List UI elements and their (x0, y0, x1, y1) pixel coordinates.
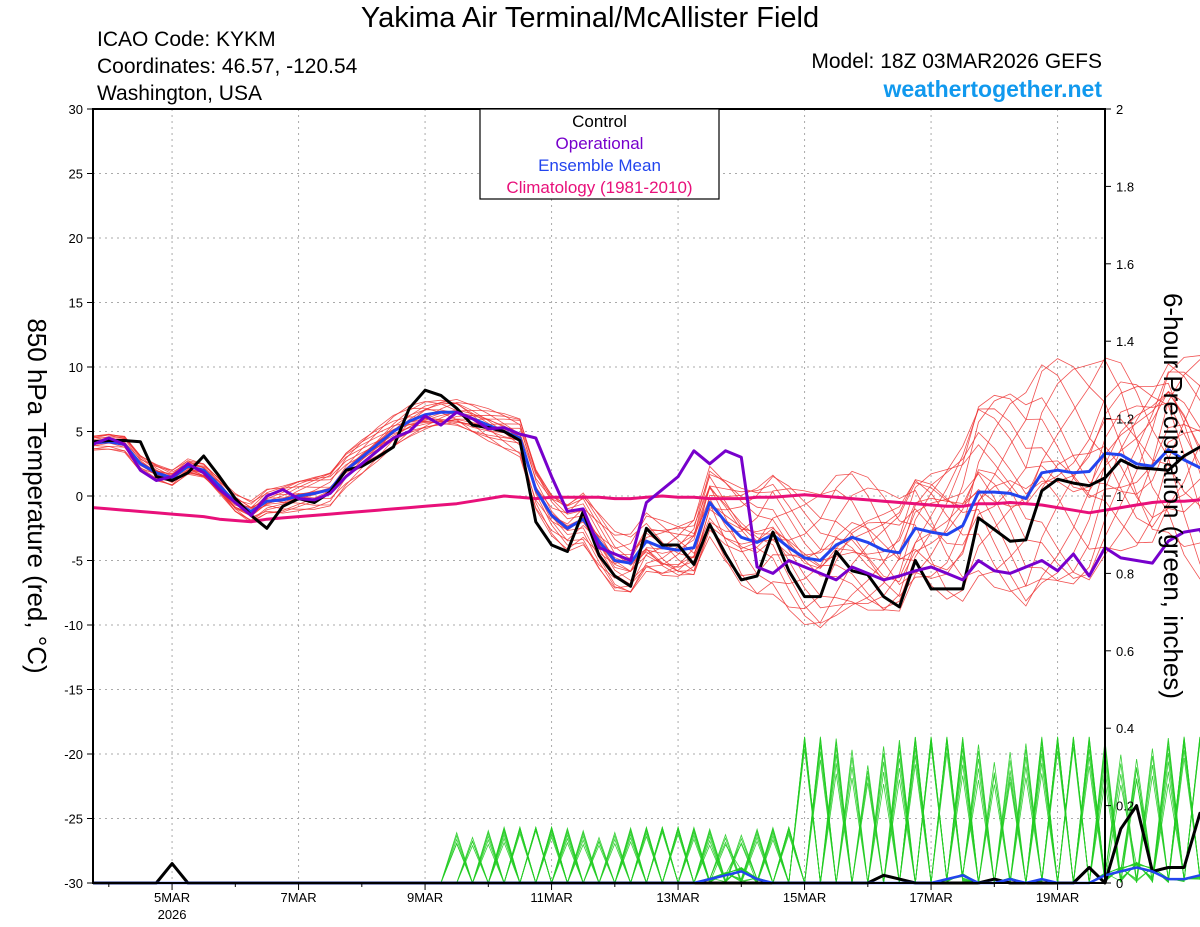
ensemble-member-line (92, 359, 1200, 610)
temp-control-line (92, 388, 1200, 609)
icao-code: ICAO Code: KYKM (97, 28, 276, 51)
legend-box (479, 108, 720, 200)
y2-tick-label: 0.8 (1116, 566, 1134, 581)
temp-mean-line (92, 410, 1200, 565)
precip-mean-line (93, 866, 1200, 885)
y2-tick-label: 2 (1116, 102, 1123, 117)
y-tick-label: 0 (76, 489, 83, 504)
y2-tick-label: 1 (1116, 489, 1123, 504)
x-tick-label: 11MAR (530, 890, 572, 905)
x-tick-label: 13MAR (656, 890, 699, 905)
y2-tick-label: 0 (1116, 876, 1123, 891)
y-tick-label: -5 (71, 554, 83, 569)
model-run: Model: 18Z 03MAR2026 GEFS (811, 50, 1102, 73)
ensemble-member-line (92, 363, 1200, 593)
ensemble-member-line (92, 358, 1200, 595)
y2-tick-label: 1.6 (1116, 257, 1134, 272)
y-tick-label: 30 (69, 102, 83, 117)
ensemble-member-line (92, 402, 1200, 607)
ensemble-member-line (92, 384, 1200, 586)
ensemble-member-line (92, 357, 1200, 626)
legend: Control Operational Ensemble Mean Climatolo… (479, 108, 720, 200)
y-tick-label: -30 (64, 876, 83, 891)
x-year-label: 2026 (158, 907, 187, 922)
precip-members (93, 736, 1200, 885)
location: Washington, USA (97, 82, 262, 105)
x-tick-label: 17MAR (909, 890, 952, 905)
y2-axis-label: 6-hour Precipitation (green, inches) (1158, 293, 1188, 699)
site-link[interactable]: weathertogether.net (883, 76, 1102, 102)
y-tick-label: 20 (69, 231, 83, 246)
axes: 302520151050-5-10-15-20-25-3021.81.61.41… (64, 102, 1134, 922)
legend-mean: Ensemble Mean (538, 156, 661, 175)
ensemble-member-line (92, 359, 1200, 583)
precip-member-line (93, 736, 1200, 884)
legend-control: Control (572, 112, 627, 131)
ensemble-member-line (92, 364, 1200, 597)
x-tick-label: 15MAR (783, 890, 826, 905)
temp-operational-line (92, 410, 1200, 582)
y-tick-label: -25 (64, 812, 83, 827)
ensemble-member-line (92, 391, 1200, 609)
y2-tick-label: 1.8 (1116, 179, 1134, 194)
y-axis-label: 850 hPa Temperature (red, °C) (22, 318, 52, 673)
temperature-series (92, 388, 1200, 609)
y-tick-label: 25 (69, 167, 83, 182)
y2-tick-label: 1.4 (1116, 334, 1134, 349)
coordinates: Coordinates: 46.57, -120.54 (97, 55, 358, 78)
y-tick-label: 15 (69, 296, 83, 311)
ensemble-members (92, 355, 1200, 629)
x-tick-label: 7MAR (281, 890, 317, 905)
y2-tick-label: 1.2 (1116, 412, 1134, 427)
ensemble-member-line (92, 390, 1200, 611)
legend-operational: Operational (556, 134, 644, 153)
y2-tick-label: 0.6 (1116, 644, 1134, 659)
x-tick-label: 19MAR (1036, 890, 1079, 905)
ensemble-member-line (92, 391, 1200, 602)
x-tick-label: 9MAR (407, 890, 443, 905)
y-tick-label: -15 (64, 683, 83, 698)
y-tick-label: -20 (64, 747, 83, 762)
legend-climatology: Climatology (1981-2010) (506, 178, 692, 197)
y2-tick-label: 0.2 (1116, 799, 1134, 814)
y-tick-label: 10 (69, 360, 83, 375)
x-tick-label: 5MAR (154, 890, 190, 905)
page-title: Yakima Air Terminal/McAllister Field (360, 2, 820, 34)
y2-tick-label: 0.4 (1116, 721, 1134, 736)
y-tick-label: -10 (64, 618, 83, 633)
y-tick-label: 5 (76, 425, 83, 440)
